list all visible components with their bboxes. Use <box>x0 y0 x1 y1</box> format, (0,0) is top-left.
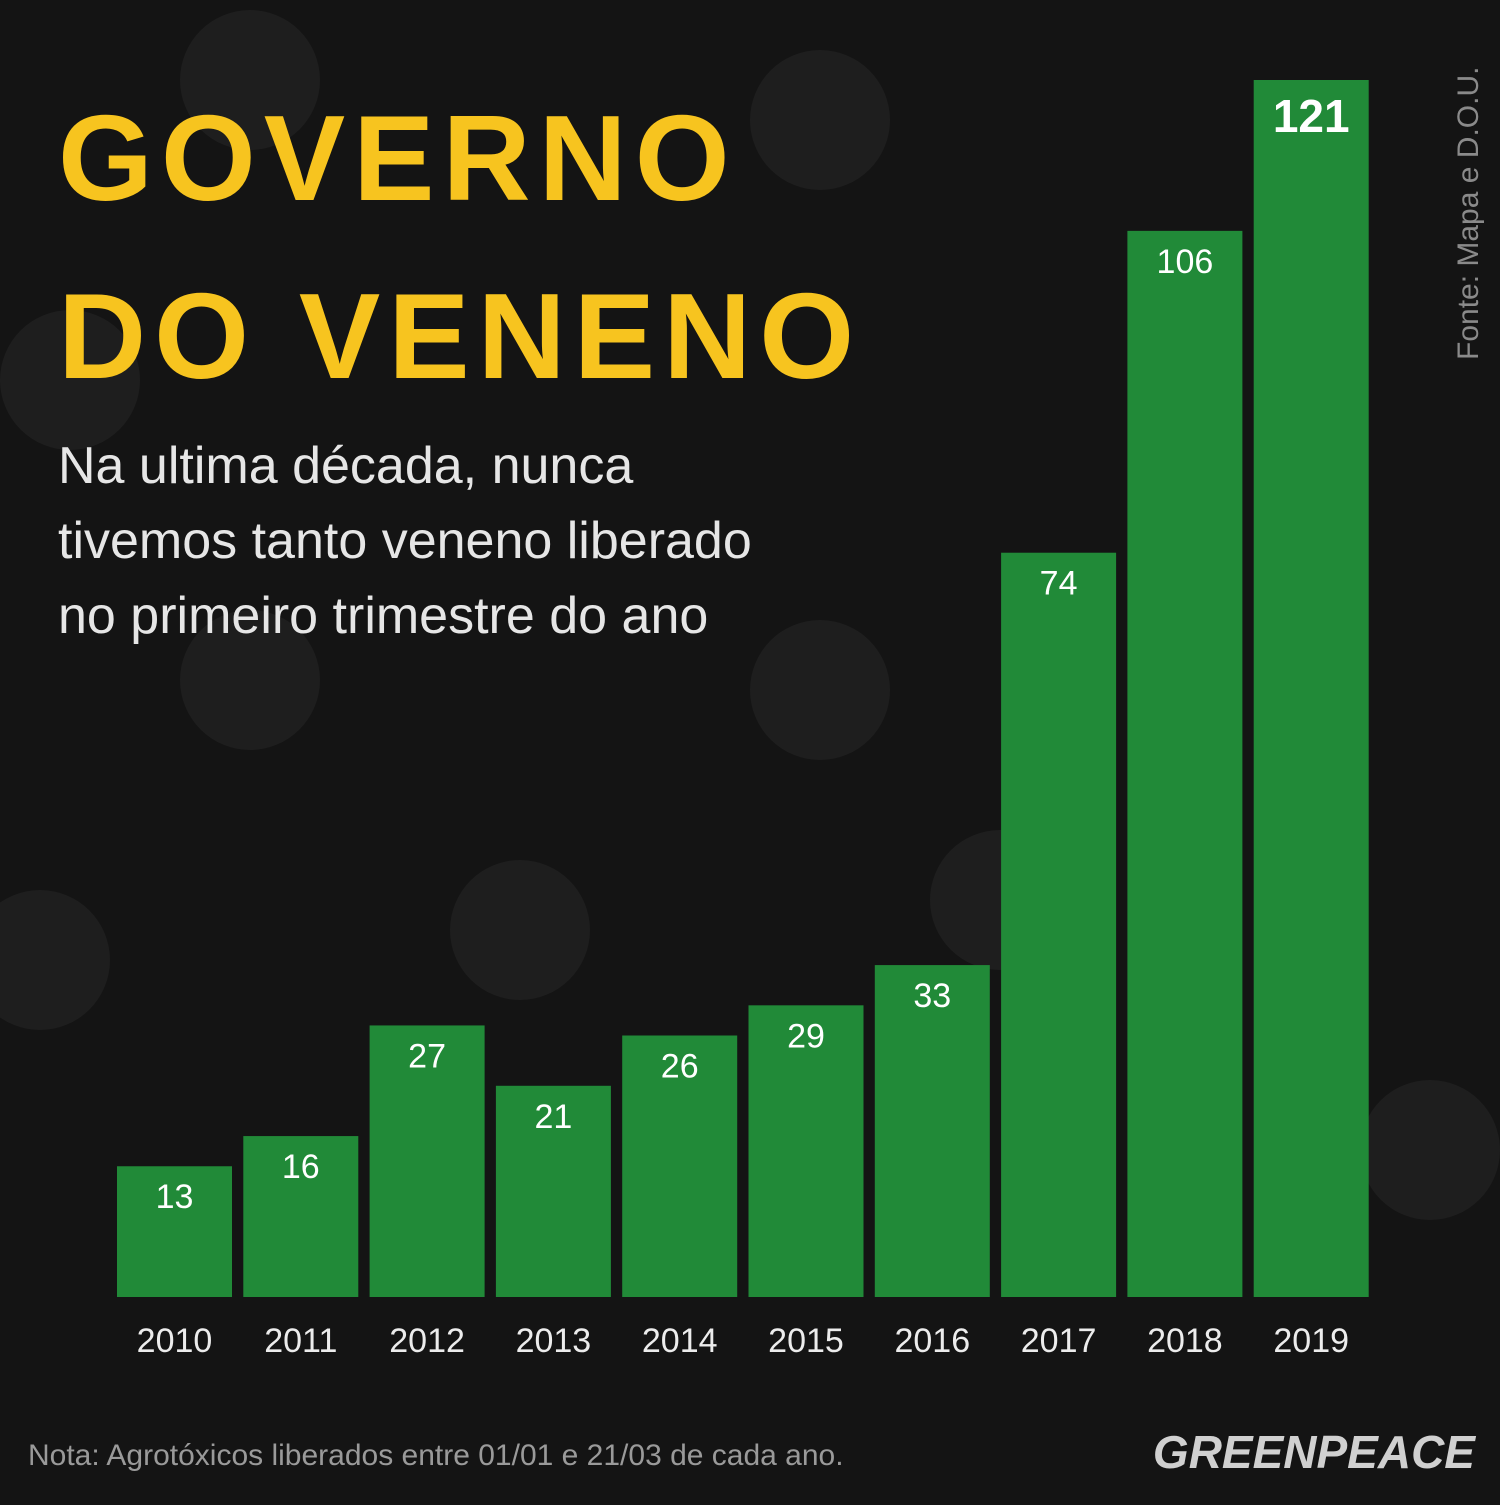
source: Fonte: Mapa e D.O.U. <box>1452 67 1485 360</box>
data-label: 13 <box>156 1178 194 1216</box>
data-label: 121 <box>1273 90 1350 142</box>
bar <box>117 1166 232 1297</box>
bar <box>748 1005 864 1297</box>
x-tick-label: 2010 <box>137 1322 213 1360</box>
subtitle: no primeiro trimestre do ano <box>58 587 708 645</box>
bar <box>1001 552 1117 1297</box>
subtitle: Na ultima década, nunca <box>58 437 633 495</box>
bar <box>874 965 990 1297</box>
data-label: 74 <box>1040 565 1078 603</box>
data-label: 16 <box>282 1148 320 1186</box>
subtitle: tivemos tanto veneno liberado <box>58 512 752 570</box>
data-label: 106 <box>1157 243 1214 281</box>
data-label: 33 <box>913 977 951 1015</box>
x-tick-label: 2017 <box>1021 1322 1097 1360</box>
note: Nota: Agrotóxicos liberados entre 01/01 … <box>28 1439 844 1472</box>
decoration <box>0 10 1500 1220</box>
data-label: 26 <box>661 1047 699 1085</box>
bar <box>369 1025 485 1297</box>
x-tick-label: 2015 <box>768 1322 844 1360</box>
chart-title: DO VENENO <box>58 268 862 404</box>
bar <box>1127 230 1243 1297</box>
x-tick-label: 2012 <box>389 1322 465 1360</box>
x-tick-label: 2013 <box>516 1322 592 1360</box>
chart-title: GOVERNO <box>58 90 738 226</box>
bar <box>495 1085 611 1297</box>
bar <box>243 1136 359 1297</box>
logo: GREENPEACE <box>1153 1426 1476 1478</box>
x-tick-label: 2011 <box>264 1322 337 1360</box>
data-label: 21 <box>534 1098 572 1136</box>
x-tick-label: 2018 <box>1147 1322 1223 1360</box>
bar <box>1253 80 1369 1297</box>
bar <box>622 1035 738 1297</box>
x-tick-label: 2016 <box>894 1322 970 1360</box>
x-tick-label: 2019 <box>1273 1322 1349 1360</box>
data-label: 27 <box>408 1037 446 1075</box>
data-label: 29 <box>787 1017 825 1055</box>
x-tick-label: 2014 <box>642 1322 718 1360</box>
